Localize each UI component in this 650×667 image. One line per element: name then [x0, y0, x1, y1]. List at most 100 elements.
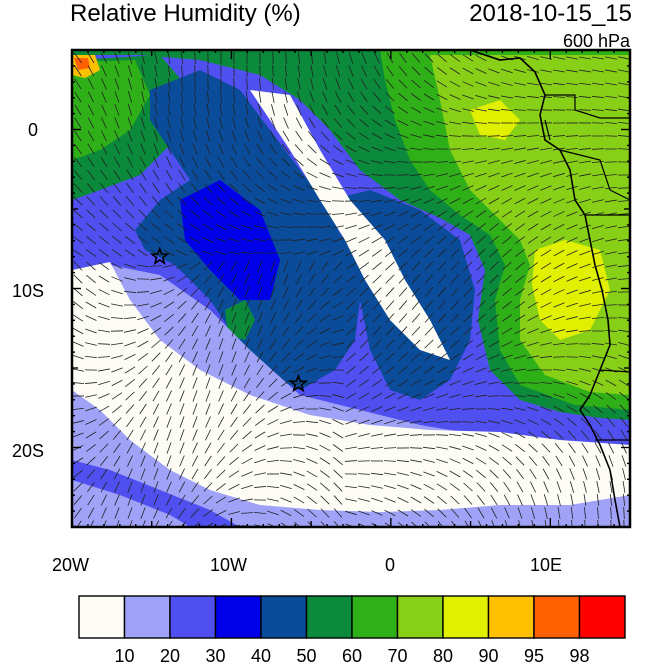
wind-barb — [501, 210, 513, 218]
wind-barb — [166, 455, 172, 467]
wind-barb — [527, 328, 539, 334]
wind-barb — [229, 183, 239, 193]
wind-barb — [73, 261, 83, 271]
wind-barb — [605, 264, 617, 268]
wind-barb — [72, 341, 84, 347]
wind-barb — [306, 433, 318, 437]
wind-barb — [617, 187, 630, 189]
wind-barb — [609, 481, 613, 493]
wind-barb — [280, 509, 292, 517]
wind-barb — [153, 416, 159, 428]
wind-barb — [553, 160, 565, 164]
wind-barb — [111, 276, 123, 282]
wind-barb — [410, 406, 422, 412]
wind-barb — [176, 275, 188, 283]
wind-barb — [231, 338, 237, 350]
wind-barb — [152, 377, 160, 389]
wind-barb — [461, 148, 475, 150]
wind-barb — [242, 183, 252, 193]
wind-barb — [281, 339, 291, 349]
wind-barb — [411, 53, 421, 63]
wind-barb — [217, 416, 225, 428]
wind-barb — [490, 507, 498, 519]
wind-barb — [138, 209, 148, 219]
lon-tick-10e: 10E — [530, 555, 563, 575]
wind-barb — [579, 368, 591, 372]
wind-barb — [321, 117, 329, 129]
wind-barb — [345, 262, 357, 270]
wind-barb — [254, 458, 266, 464]
wind-barb — [137, 353, 149, 361]
wind-barb — [191, 312, 199, 324]
wind-barb — [424, 287, 434, 297]
wind-barb — [270, 312, 276, 324]
wind-barb — [257, 117, 263, 129]
wind-barb — [191, 481, 199, 493]
wind-barb — [99, 196, 109, 206]
wind-barb — [218, 143, 224, 155]
wind-barb — [127, 494, 133, 506]
wind-barb — [72, 249, 84, 257]
wind-barb — [515, 456, 525, 466]
wind-barb — [253, 511, 267, 515]
wind-barb — [553, 185, 565, 191]
wind-barb — [73, 209, 83, 219]
wind-barb — [280, 212, 292, 216]
wind-barb — [372, 274, 382, 284]
wind-barb — [578, 148, 592, 150]
wind-barb — [139, 416, 147, 428]
wind-barb — [233, 77, 235, 91]
wind-barb — [398, 79, 408, 89]
wind-barb — [582, 468, 588, 480]
wind-barb — [332, 444, 344, 452]
wind-barb — [449, 210, 461, 218]
wind-barb — [502, 274, 512, 284]
wind-barb — [437, 248, 447, 258]
wind-barb — [97, 343, 111, 345]
wind-barb — [424, 248, 434, 258]
wind-barb — [202, 237, 214, 243]
wind-barb — [191, 325, 199, 337]
wind-barb — [178, 325, 186, 337]
wind-barb — [268, 157, 278, 167]
wind-barb — [306, 445, 318, 451]
wind-barb — [504, 507, 510, 519]
wind-barb — [410, 198, 422, 204]
wind-barb — [371, 249, 383, 257]
wind-barb — [475, 210, 487, 218]
wind-barb — [566, 405, 578, 413]
wind-barb — [449, 94, 461, 100]
wind-barb — [73, 482, 83, 492]
wind-barb — [230, 403, 238, 415]
wind-barb — [205, 143, 211, 155]
colorbar-box — [214, 595, 262, 639]
wind-barb — [179, 364, 185, 376]
wind-barb — [450, 248, 460, 258]
wind-barb — [449, 366, 461, 374]
wind-barb — [410, 366, 422, 374]
wind-barb — [436, 67, 448, 75]
wind-barb — [436, 446, 448, 450]
wind-barb — [167, 117, 171, 129]
wind-barb — [136, 291, 150, 293]
wind-barb — [424, 235, 434, 245]
wind-barb — [488, 340, 500, 348]
wind-barb — [255, 391, 265, 401]
wind-barb — [97, 356, 111, 358]
wind-barb — [113, 156, 121, 168]
wind-barb — [385, 274, 395, 284]
wind-barb — [591, 95, 605, 99]
wind-barb — [578, 355, 592, 359]
wind-barb — [110, 317, 124, 319]
wind-barb — [140, 507, 146, 519]
wind-barb — [164, 313, 174, 323]
wind-barb — [85, 406, 97, 412]
wind-barb — [450, 313, 460, 323]
wind-barb — [179, 416, 185, 428]
wind-barb — [127, 52, 133, 64]
wind-barb — [436, 366, 448, 374]
wind-barb — [385, 261, 395, 271]
wind-barb — [462, 54, 474, 62]
wind-barb — [203, 183, 213, 193]
wind-barb — [514, 327, 526, 335]
